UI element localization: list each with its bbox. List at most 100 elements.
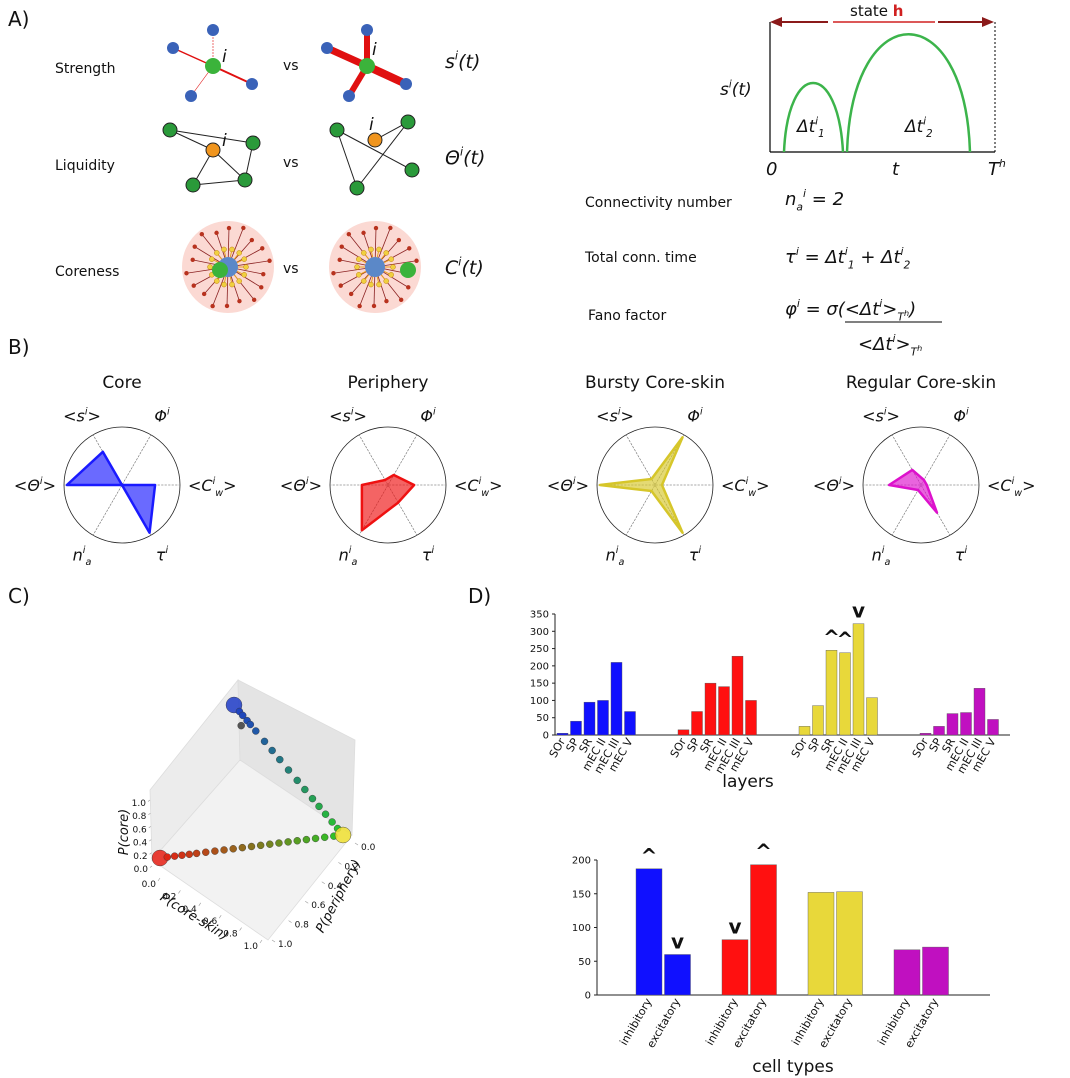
- ring-node: [361, 278, 367, 284]
- radar-axis-label-part: w: [215, 488, 223, 499]
- measure-symbol-part: (t): [461, 257, 483, 279]
- liquidity-network-right: [329, 114, 420, 196]
- y-tick-label: 300: [530, 627, 549, 638]
- timeline-tick-part: h: [999, 157, 1006, 170]
- radar-axis-label-part: w: [481, 488, 489, 499]
- point: [229, 845, 237, 853]
- point: [334, 826, 352, 844]
- radar-axis-label-part: <C: [721, 476, 746, 495]
- tick-mark: [149, 852, 152, 855]
- radar-axis-label: Φi: [154, 407, 170, 426]
- outer-node: [237, 298, 242, 304]
- outer-node: [373, 225, 379, 231]
- bar: [866, 697, 878, 736]
- point: [202, 848, 210, 856]
- core-node: [365, 257, 385, 277]
- outer-node: [199, 231, 205, 237]
- bar: [852, 623, 865, 736]
- point: [211, 847, 219, 855]
- point: [220, 846, 228, 854]
- bar: [812, 705, 824, 736]
- radar-axis-label-part: i: [884, 407, 887, 418]
- bar: [731, 655, 744, 736]
- bar: [836, 891, 863, 996]
- outer-node: [214, 230, 219, 236]
- marker: ^: [755, 840, 772, 864]
- outer-node: [338, 283, 343, 288]
- radar-axis-label-part: n: [606, 545, 616, 564]
- measure-symbol-part: i: [455, 48, 459, 62]
- interval-label-part: Δt: [903, 117, 925, 137]
- radar-axis-label: <si>: [63, 407, 101, 426]
- radar-axis-label-part: >: [309, 476, 322, 495]
- tick-label: 0.4: [182, 905, 197, 915]
- x-axis-label: cell types: [752, 1057, 834, 1077]
- measure-formula-part: τ: [785, 247, 796, 268]
- radar-axis-label: <Ciw>: [721, 476, 770, 499]
- point: [170, 852, 179, 860]
- tick-mark: [271, 939, 276, 943]
- radar-axis-label-part: i: [306, 476, 309, 487]
- node-label: i: [222, 131, 227, 151]
- ring-node: [388, 256, 394, 262]
- radar-axis-label-part: i: [573, 476, 576, 487]
- tick-label: 0.0: [134, 865, 149, 875]
- bar: [624, 711, 636, 736]
- radar-axis-label-part: i: [964, 545, 967, 556]
- radar-axis-label: Φi: [420, 407, 436, 426]
- measure-formula-part: a: [796, 200, 803, 213]
- radar-axis-label: nia: [339, 545, 358, 568]
- tick-label: 0.4: [328, 882, 343, 892]
- bar: [946, 713, 959, 736]
- radar-axis-label-part: i: [700, 407, 703, 418]
- point: [276, 755, 284, 764]
- timeline-ylabel-part: (t): [732, 80, 752, 100]
- point: [328, 818, 336, 826]
- y-tick-label: 200: [572, 856, 591, 867]
- point: [293, 837, 301, 845]
- measure-formula-part: T: [911, 345, 919, 358]
- measure-formula-part: >: [882, 299, 897, 320]
- tick-mark: [259, 939, 263, 944]
- x-tick-label: SR: [577, 736, 596, 755]
- bar: [919, 733, 932, 736]
- tick-label: 0.2: [133, 852, 147, 862]
- point: [321, 833, 329, 841]
- radar-axis-label-part: n: [339, 545, 349, 564]
- bar: [807, 892, 835, 996]
- tick-mark: [288, 920, 292, 923]
- timeline-tick-part: t: [892, 159, 900, 180]
- x-tick-label: SR: [819, 736, 838, 755]
- measure-formula-part: 2: [904, 258, 911, 271]
- radar-axis-label-part: τ: [955, 545, 965, 564]
- axis-label: P(core): [117, 809, 132, 855]
- outer-node: [184, 271, 189, 276]
- ring-node: [241, 256, 247, 262]
- point: [293, 776, 301, 785]
- radar-axis-label-part: >: [354, 407, 367, 426]
- measure-formula-part: n: [785, 189, 796, 210]
- tick-label: 0.0: [142, 880, 157, 890]
- liquidity-network-left: [162, 122, 261, 193]
- measure-symbol: si(t): [445, 48, 480, 73]
- measure-symbol-part: Θ: [445, 147, 460, 169]
- radar-axis-label: τi: [955, 545, 968, 564]
- panel-label: A): [8, 7, 29, 31]
- timeline-tick-part: 0: [766, 159, 777, 180]
- vs-label: vs: [283, 261, 299, 277]
- outer-node: [191, 283, 196, 288]
- outer-node: [396, 237, 402, 243]
- outer-node: [388, 225, 393, 231]
- measure-formula-part: = σ(<Δt: [800, 299, 880, 320]
- outer-node: [406, 285, 411, 290]
- point: [163, 853, 172, 861]
- measure-formula: nai = 2: [785, 187, 844, 214]
- ring-node: [390, 264, 396, 270]
- measure-formula-part: i: [892, 332, 895, 345]
- ring-node: [207, 264, 213, 270]
- point: [252, 727, 260, 735]
- tick-label: 0.6: [311, 901, 326, 911]
- y-tick-label: 150: [572, 889, 591, 900]
- timeline-tick: t: [892, 159, 900, 180]
- tick-label: 1.0: [244, 942, 259, 952]
